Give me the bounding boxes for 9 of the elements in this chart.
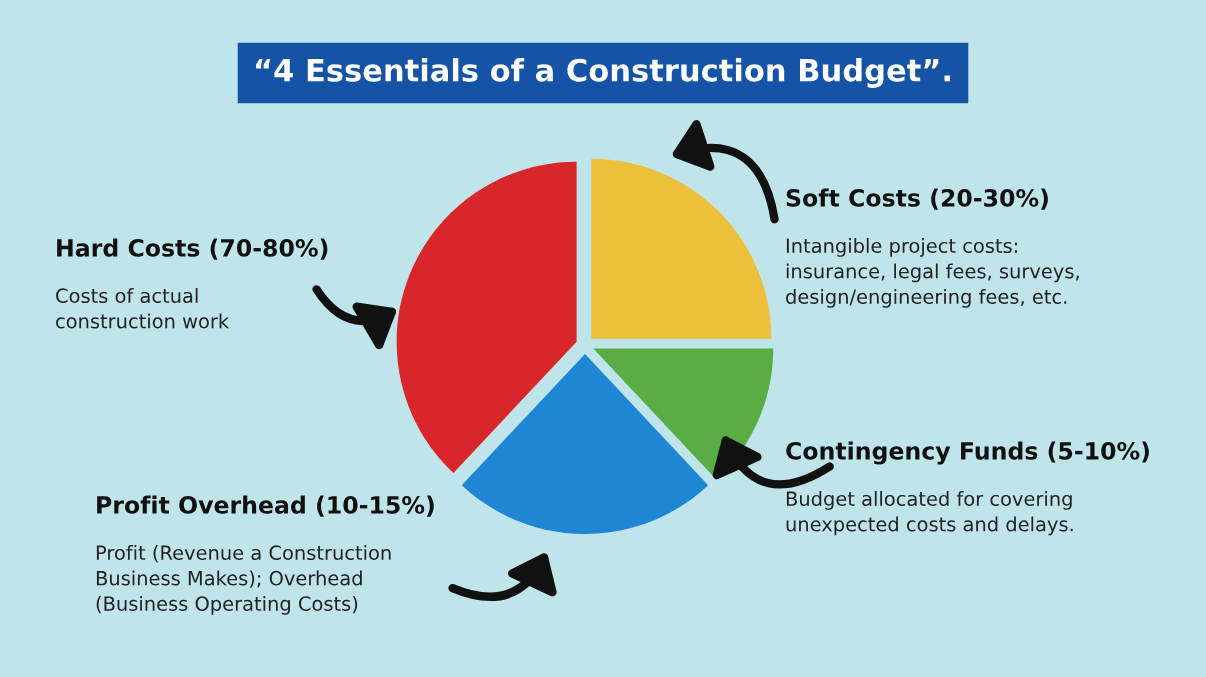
text: Profit (Revenue a Construction Business Makes); Overhead (Business Operating Costs) [96,545,391,615]
slice-label: Contingency Funds (5-10%) [786,441,1149,465]
text: Intangible project costs: insurance, legal fees, surveys, design/engineering fees, etc. [786,238,1079,308]
text: Budget allocated for covering unexpected costs and delays. [786,491,1073,536]
chart-title: “4 Essentials of a Construction Budget”. [256,58,950,88]
text: Costs of actual construction work [56,288,230,329]
slice-label: Profit Overhead (10-15%) [97,495,434,517]
slice-label: Hard Costs (70-80%) [57,238,328,260]
slice-label: Soft Costs (20-30%) [786,188,1048,210]
